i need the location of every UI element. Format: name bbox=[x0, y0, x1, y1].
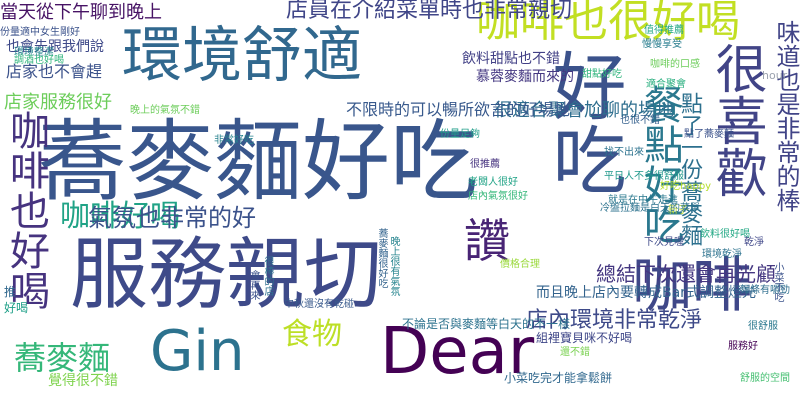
cloud-word: 而且晚上店內要轉成Bar式調整燈光 bbox=[536, 285, 756, 301]
cloud-word: hour bbox=[762, 69, 788, 82]
cloud-word: 也會先跟我們說 bbox=[6, 39, 104, 55]
cloud-word: 咖啡也很好喝 bbox=[476, 0, 740, 47]
cloud-word: 餐點好吃 bbox=[637, 84, 683, 244]
cloud-word: 組裡寶貝咪不好喝 bbox=[536, 331, 633, 345]
cloud-word: 中秋還沒有乾碰 bbox=[284, 299, 354, 310]
cloud-word: 店家也不會趕 bbox=[6, 62, 103, 81]
cloud-word: 蕎麥麵很好吃 bbox=[376, 228, 387, 288]
cloud-word: 讚 bbox=[464, 214, 510, 268]
cloud-word: 店員在介紹菜單時也非常親切 bbox=[286, 0, 573, 23]
cloud-word: 很喜歡 bbox=[706, 42, 766, 198]
cloud-word: 咖啡也好喝 bbox=[3, 110, 49, 310]
cloud-word: 店家服務很好 bbox=[4, 92, 112, 113]
cloud-word: 晚上的氣氛不錯 bbox=[130, 105, 200, 116]
cloud-word: 慕蓉麥麵而來的 bbox=[476, 69, 574, 85]
cloud-word: 咖啡的口感 bbox=[650, 59, 700, 70]
cloud-word: 新子 bbox=[668, 205, 688, 216]
cloud-word: 找不出來 bbox=[604, 147, 644, 158]
cloud-word: 晚上很有氣氛 bbox=[388, 236, 399, 296]
cloud-word: 調酒也好喝 bbox=[14, 55, 64, 66]
cloud-word: 小菜不吃 bbox=[772, 262, 783, 302]
cloud-word: 麵條有嚼勁 bbox=[740, 285, 790, 296]
cloud-word: 服務好 bbox=[728, 341, 758, 352]
cloud-word: 乾淨 bbox=[744, 237, 764, 248]
cloud-word: 食物 bbox=[282, 317, 342, 352]
cloud-word: 也很不錯 bbox=[620, 115, 660, 126]
cloud-word: 會再來 bbox=[248, 270, 259, 300]
cloud-word: 環境舒適 bbox=[122, 21, 362, 91]
cloud-word: 點了一份蕎麥麵 bbox=[677, 92, 702, 246]
cloud-word: 服務親切 bbox=[70, 230, 383, 320]
cloud-word: 環境乾淨 bbox=[702, 249, 742, 260]
cloud-word: 推 bbox=[4, 285, 17, 299]
cloud-word: 蕎麥麵好吃 bbox=[38, 110, 479, 213]
cloud-word: 平日人不多很舒服 bbox=[604, 171, 684, 182]
cloud-word: 氣氛也非常的好 bbox=[88, 204, 256, 232]
cloud-word: 還不錯 bbox=[560, 347, 590, 358]
cloud-word: 慢慢享受 bbox=[642, 39, 682, 50]
cloud-word: 店內氣氛很好 bbox=[468, 191, 528, 202]
cloud-word: 蕎麥麵 bbox=[14, 339, 111, 377]
cloud-word: 當天從下午聊到晚上 bbox=[0, 2, 162, 23]
cloud-word: 很適合聚會尬聊的場地 bbox=[494, 100, 674, 121]
cloud-word: 很推薦 bbox=[470, 159, 500, 170]
cloud-word: Gin bbox=[150, 319, 245, 384]
cloud-word: 非常好吃 bbox=[214, 135, 254, 146]
cloud-word: 值得推薦 bbox=[644, 25, 684, 36]
cloud-word: 好吃 bbox=[540, 48, 626, 196]
cloud-word: 冷盤拉麵是白天的菜單 bbox=[600, 203, 700, 214]
cloud-word: 老闆人很好 bbox=[468, 177, 518, 188]
cloud-word: 好吃happy bbox=[660, 181, 712, 192]
cloud-word: 很舒服 bbox=[748, 321, 778, 332]
cloud-word: 舒服的空間 bbox=[740, 373, 790, 384]
cloud-word: 店內環境非常乾淨 bbox=[526, 308, 703, 333]
cloud-word: 份量足夠 bbox=[440, 129, 480, 140]
cloud-word: 總結下次還會再光顧 bbox=[596, 262, 776, 286]
cloud-word: 好喝 bbox=[4, 301, 29, 315]
cloud-word: 不論是否與麥麵等白天的不一樣 bbox=[402, 317, 571, 331]
cloud-word: 適合聚會 bbox=[646, 79, 686, 90]
cloud-word: 就是在中午走進 bbox=[608, 195, 678, 206]
cloud-word: 咖啡 bbox=[632, 251, 752, 321]
cloud-word: 飲料很好喝 bbox=[700, 229, 750, 240]
cloud-word: 很棒的店 bbox=[262, 256, 273, 296]
cloud-word: Dear bbox=[380, 315, 535, 389]
cloud-word: 份量適中女生剛好 bbox=[0, 27, 80, 38]
cloud-word: 點了蕎麥麵 bbox=[684, 129, 734, 140]
cloud-word: 不限時的可以暢所欲言的好場地 bbox=[346, 100, 571, 119]
cloud-word: 小菜吃完才能拿鬆餅 bbox=[504, 371, 613, 385]
cloud-word: 味道也是非常的棒 bbox=[772, 20, 800, 212]
cloud-word: 咖啡好喝 bbox=[60, 199, 180, 234]
cloud-word: 環境整潔 bbox=[14, 47, 54, 58]
cloud-word: 下次見喔 bbox=[644, 237, 684, 248]
cloud-word: 覺得很不錯 bbox=[48, 373, 118, 389]
cloud-word: 甜點好吃 bbox=[582, 69, 622, 80]
cloud-word: 飲料甜點也不錯 bbox=[462, 51, 560, 67]
cloud-word: 價格合理 bbox=[500, 259, 540, 270]
